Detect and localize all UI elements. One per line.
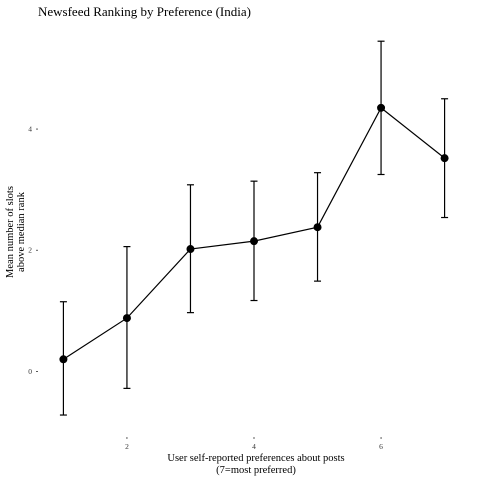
data-point [377, 103, 386, 112]
data-point [313, 223, 322, 232]
data-point [59, 355, 68, 364]
x-axis-label-line-1: User self-reported preferences about pos… [167, 453, 344, 464]
y-tick-label: 0 [28, 367, 32, 376]
y-tick-label: 4 [28, 125, 32, 134]
data-points [59, 103, 449, 364]
chart-title: Newsfeed Ranking by Preference (India) [38, 4, 251, 19]
x-axis-label-line-2: (7=most preferred) [216, 465, 296, 476]
x-tick-label: 6 [379, 442, 383, 451]
x-tick-label: 2 [125, 442, 129, 451]
data-point [250, 237, 258, 246]
error-bars [59, 40, 449, 416]
y-axis: 0 2 4 [28, 125, 38, 376]
data-point [186, 245, 195, 254]
data-point [440, 154, 449, 163]
y-tick-label: 2 [28, 246, 32, 255]
x-axis: 2 4 6 [125, 437, 383, 451]
data-point [122, 314, 131, 323]
y-axis-label-line-2: above median rank [16, 191, 27, 272]
y-axis-label-line-1: Mean number of slots [5, 186, 16, 278]
x-tick-label: 4 [252, 442, 256, 451]
